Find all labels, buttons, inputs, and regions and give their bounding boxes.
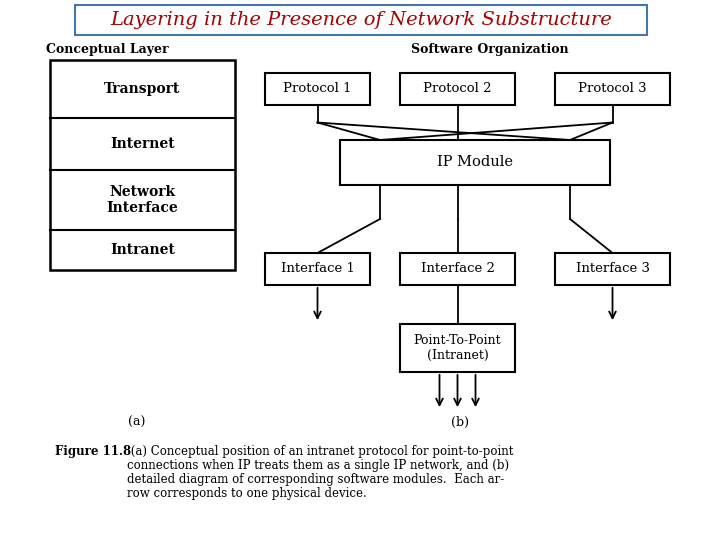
Text: (a) Conceptual position of an intranet protocol for point-to-point: (a) Conceptual position of an intranet p…	[127, 445, 513, 458]
Text: connections when IP treats them as a single IP network, and (b): connections when IP treats them as a sin…	[127, 459, 509, 472]
Bar	[555, 253, 670, 285]
Text: Figure 11.8: Figure 11.8	[55, 445, 131, 458]
Text: Interface 1: Interface 1	[281, 262, 354, 275]
Text: Interface 2: Interface 2	[420, 262, 495, 275]
Text: Layering in the Presence of Network Substructure: Layering in the Presence of Network Subs…	[110, 11, 612, 29]
Text: Transport: Transport	[104, 82, 181, 96]
Text: Protocol 2: Protocol 2	[423, 83, 492, 96]
Text: Software Organization: Software Organization	[411, 44, 569, 57]
Text: Network
Interface: Network Interface	[107, 185, 179, 215]
Text: (b): (b)	[451, 415, 469, 429]
Text: IP Module: IP Module	[437, 156, 513, 170]
Text: Protocol 1: Protocol 1	[283, 83, 352, 96]
Bar	[50, 60, 235, 270]
Bar	[265, 253, 370, 285]
Bar	[340, 140, 610, 185]
Bar	[400, 253, 515, 285]
Text: Internet: Internet	[110, 137, 175, 151]
Bar	[265, 73, 370, 105]
Text: row corresponds to one physical device.: row corresponds to one physical device.	[127, 487, 366, 500]
Bar	[400, 324, 515, 372]
Bar	[75, 5, 647, 35]
Text: (a): (a)	[128, 415, 145, 429]
Text: Intranet: Intranet	[110, 243, 175, 257]
Text: Point-To-Point
(Intranet): Point-To-Point (Intranet)	[414, 334, 501, 362]
Text: Protocol 3: Protocol 3	[578, 83, 647, 96]
Text: Interface 3: Interface 3	[575, 262, 649, 275]
Text: detailed diagram of corresponding software modules.  Each ar-: detailed diagram of corresponding softwa…	[127, 473, 504, 486]
Bar	[555, 73, 670, 105]
Text: Conceptual Layer: Conceptual Layer	[45, 44, 168, 57]
Bar	[400, 73, 515, 105]
